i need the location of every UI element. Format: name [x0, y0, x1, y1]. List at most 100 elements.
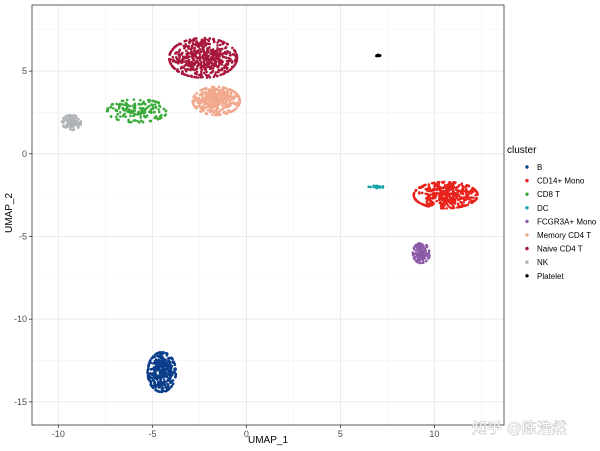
point-naive-cd4-t: [211, 50, 215, 53]
point-cd14-mono: [412, 191, 416, 195]
point-memory-cd4-t: [194, 106, 198, 110]
point-b: [157, 376, 161, 380]
series-naive-cd4-t: [168, 36, 239, 79]
point-naive-cd4-t: [201, 75, 204, 79]
point-cd14-mono: [420, 191, 424, 195]
point-cd8-t: [154, 105, 158, 109]
point-naive-cd4-t: [184, 42, 188, 46]
point-memory-cd4-t: [201, 109, 204, 112]
point-cd14-mono: [456, 194, 459, 198]
point-cd14-mono: [450, 206, 453, 210]
point-fcgr3a-mono: [425, 252, 428, 255]
point-b: [149, 359, 152, 362]
point-cd8-t: [127, 118, 130, 122]
point-cd8-t: [159, 113, 163, 117]
point-naive-cd4-t: [199, 50, 203, 54]
point-b: [164, 389, 167, 393]
point-fcgr3a-mono: [419, 246, 423, 250]
point-b: [151, 378, 155, 382]
point-naive-cd4-t: [189, 68, 192, 72]
legend-key-dc: [525, 206, 529, 210]
x-tick-label: 0: [244, 429, 249, 439]
point-nk: [67, 117, 71, 120]
point-naive-cd4-t: [197, 45, 200, 49]
point-memory-cd4-t: [226, 94, 230, 97]
legend-key-cd8-t: [525, 192, 529, 196]
point-b: [161, 386, 165, 390]
point-naive-cd4-t: [186, 61, 190, 64]
point-b: [166, 368, 170, 372]
point-cd14-mono: [446, 204, 450, 207]
point-naive-cd4-t: [203, 67, 206, 71]
point-naive-cd4-t: [208, 42, 211, 46]
point-naive-cd4-t: [231, 60, 234, 63]
point-b: [171, 357, 174, 361]
point-cd8-t: [149, 109, 152, 113]
point-cd8-t: [127, 120, 130, 124]
point-dc: [381, 185, 384, 189]
point-cd14-mono: [439, 191, 442, 194]
point-cd14-mono: [435, 199, 438, 203]
point-cd14-mono: [467, 196, 471, 200]
point-naive-cd4-t: [218, 39, 222, 43]
point-b: [146, 366, 150, 370]
point-b: [167, 377, 171, 380]
point-memory-cd4-t: [227, 105, 230, 109]
point-cd14-mono: [430, 189, 433, 193]
point-naive-cd4-t: [213, 60, 217, 64]
point-cd14-mono: [415, 199, 419, 203]
point-memory-cd4-t: [194, 97, 197, 101]
point-b: [174, 374, 177, 377]
point-cd14-mono: [472, 190, 475, 193]
point-b: [151, 356, 154, 360]
point-memory-cd4-t: [221, 100, 224, 103]
point-fcgr3a-mono: [427, 249, 431, 252]
point-naive-cd4-t: [203, 39, 206, 43]
point-cd8-t: [127, 108, 130, 112]
point-memory-cd4-t: [215, 94, 218, 98]
point-naive-cd4-t: [217, 55, 220, 58]
point-b: [159, 353, 163, 356]
legend-label-b: B: [537, 163, 542, 172]
point-memory-cd4-t: [208, 110, 212, 114]
point-b: [154, 367, 158, 371]
point-cd8-t: [138, 98, 142, 102]
point-cd8-t: [114, 108, 118, 112]
point-cd14-mono: [473, 188, 477, 192]
point-cd14-mono: [441, 198, 444, 202]
x-axis-ticks: -10 -5 0 5 10: [52, 425, 439, 439]
point-naive-cd4-t: [218, 52, 222, 56]
point-cd8-t: [118, 110, 122, 114]
point-cd14-mono: [457, 189, 461, 193]
point-cd14-mono: [466, 194, 469, 198]
point-memory-cd4-t: [238, 99, 242, 102]
point-memory-cd4-t: [226, 91, 230, 95]
point-cd14-mono: [464, 198, 468, 201]
x-tick-label: 10: [429, 429, 439, 439]
point-cd8-t: [153, 103, 157, 106]
legend: cluster B CD14+ Mono CD8 T DC FCGR3A+ Mono Me…: [507, 145, 597, 281]
point-b: [157, 383, 160, 386]
point-cd14-mono: [451, 202, 454, 205]
point-naive-cd4-t: [187, 45, 191, 48]
point-nk: [75, 120, 79, 123]
point-b: [160, 369, 163, 373]
point-naive-cd4-t: [208, 46, 211, 49]
point-fcgr3a-mono: [413, 257, 416, 261]
point-memory-cd4-t: [213, 99, 216, 103]
point-memory-cd4-t: [227, 109, 231, 112]
point-cd8-t: [139, 119, 143, 122]
point-naive-cd4-t: [220, 47, 224, 51]
point-cd8-t: [151, 99, 155, 103]
point-naive-cd4-t: [206, 47, 209, 50]
point-memory-cd4-t: [217, 88, 221, 92]
y-tick-label: 0: [22, 149, 27, 159]
point-naive-cd4-t: [195, 41, 198, 44]
point-memory-cd4-t: [207, 88, 211, 91]
point-b: [153, 359, 157, 363]
point-cd14-mono: [466, 203, 470, 206]
point-naive-cd4-t: [183, 39, 187, 43]
point-naive-cd4-t: [188, 41, 191, 45]
point-memory-cd4-t: [219, 98, 223, 101]
point-naive-cd4-t: [216, 47, 219, 50]
